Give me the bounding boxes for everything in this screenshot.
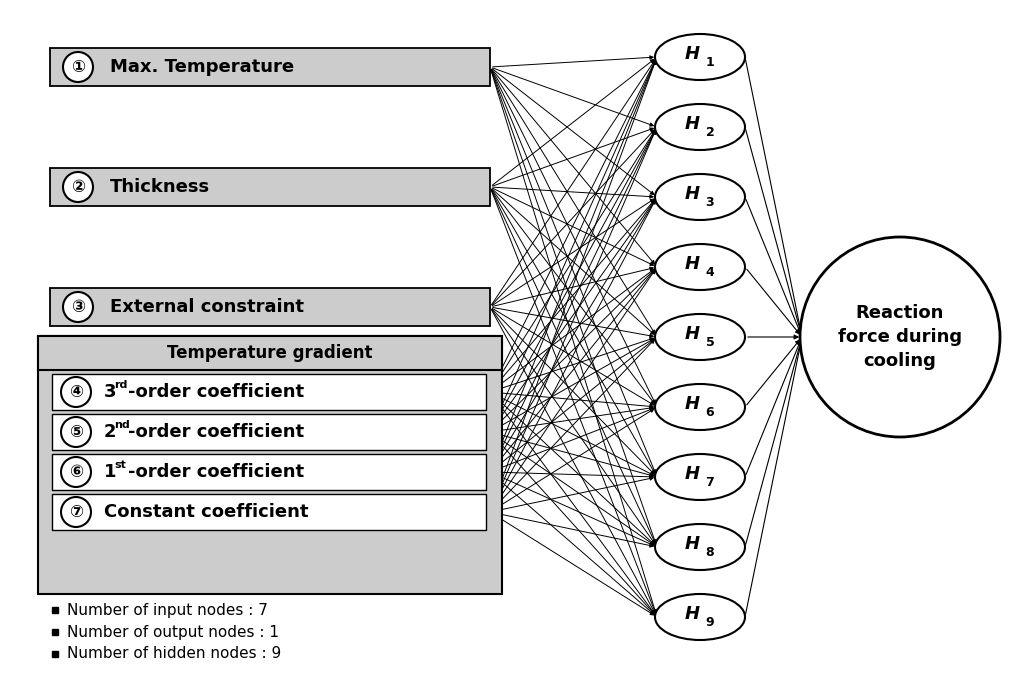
Ellipse shape	[655, 314, 745, 360]
FancyBboxPatch shape	[38, 336, 502, 370]
FancyBboxPatch shape	[52, 414, 486, 450]
FancyBboxPatch shape	[38, 336, 502, 594]
Ellipse shape	[655, 594, 745, 640]
Text: 1: 1	[706, 55, 714, 68]
Text: H: H	[685, 45, 700, 63]
Text: 7: 7	[706, 475, 714, 488]
Text: st: st	[114, 460, 126, 470]
Circle shape	[61, 377, 91, 407]
Text: -order coefficient: -order coefficient	[128, 423, 304, 441]
Text: 3: 3	[104, 383, 117, 401]
Text: H: H	[685, 395, 700, 413]
FancyBboxPatch shape	[52, 454, 486, 490]
Text: ④: ④	[69, 383, 83, 401]
Circle shape	[63, 52, 93, 82]
Circle shape	[61, 417, 91, 447]
Text: ⑥: ⑥	[69, 463, 83, 481]
Text: ②: ②	[71, 178, 85, 196]
Text: Max. Temperature: Max. Temperature	[110, 58, 294, 76]
Text: H: H	[685, 535, 700, 553]
FancyBboxPatch shape	[52, 494, 486, 530]
Circle shape	[61, 497, 91, 527]
Text: 6: 6	[706, 406, 714, 419]
Text: 1: 1	[104, 463, 117, 481]
Ellipse shape	[655, 34, 745, 80]
Text: nd: nd	[114, 420, 130, 430]
Text: H: H	[685, 465, 700, 483]
Text: 9: 9	[706, 615, 714, 629]
Text: H: H	[685, 255, 700, 273]
Circle shape	[63, 172, 93, 202]
Ellipse shape	[655, 454, 745, 500]
Text: H: H	[685, 325, 700, 343]
Text: 2: 2	[104, 423, 117, 441]
Text: 2: 2	[706, 125, 714, 138]
Circle shape	[61, 457, 91, 487]
FancyBboxPatch shape	[52, 374, 486, 410]
Text: Constant coefficient: Constant coefficient	[104, 503, 309, 521]
Text: Thickness: Thickness	[110, 178, 210, 196]
Circle shape	[800, 237, 1000, 437]
FancyBboxPatch shape	[50, 48, 490, 86]
FancyBboxPatch shape	[50, 288, 490, 326]
Text: 3: 3	[706, 196, 714, 209]
Ellipse shape	[655, 384, 745, 430]
Text: H: H	[685, 185, 700, 203]
Ellipse shape	[655, 244, 745, 290]
Text: -order coefficient: -order coefficient	[128, 463, 304, 481]
Text: ⑤: ⑤	[69, 423, 83, 441]
Text: Temperature gradient: Temperature gradient	[168, 344, 373, 362]
Text: Number of output nodes : 1: Number of output nodes : 1	[67, 625, 279, 640]
FancyBboxPatch shape	[50, 168, 490, 206]
Text: H: H	[685, 115, 700, 133]
Text: -order coefficient: -order coefficient	[128, 383, 304, 401]
Text: Number of hidden nodes : 9: Number of hidden nodes : 9	[67, 647, 281, 662]
Circle shape	[63, 292, 93, 322]
Text: Number of input nodes : 7: Number of input nodes : 7	[67, 602, 268, 617]
Text: H: H	[685, 605, 700, 623]
Text: ①: ①	[71, 58, 85, 76]
Text: 8: 8	[706, 546, 714, 559]
Text: ⑦: ⑦	[69, 503, 83, 521]
Ellipse shape	[655, 524, 745, 570]
Text: External constraint: External constraint	[110, 298, 304, 316]
Text: Reaction
force during
cooling: Reaction force during cooling	[838, 304, 962, 370]
Text: ③: ③	[71, 298, 85, 316]
Text: 4: 4	[706, 265, 714, 278]
Ellipse shape	[655, 104, 745, 150]
Text: 5: 5	[706, 336, 714, 349]
Text: rd: rd	[114, 380, 127, 390]
Ellipse shape	[655, 174, 745, 220]
